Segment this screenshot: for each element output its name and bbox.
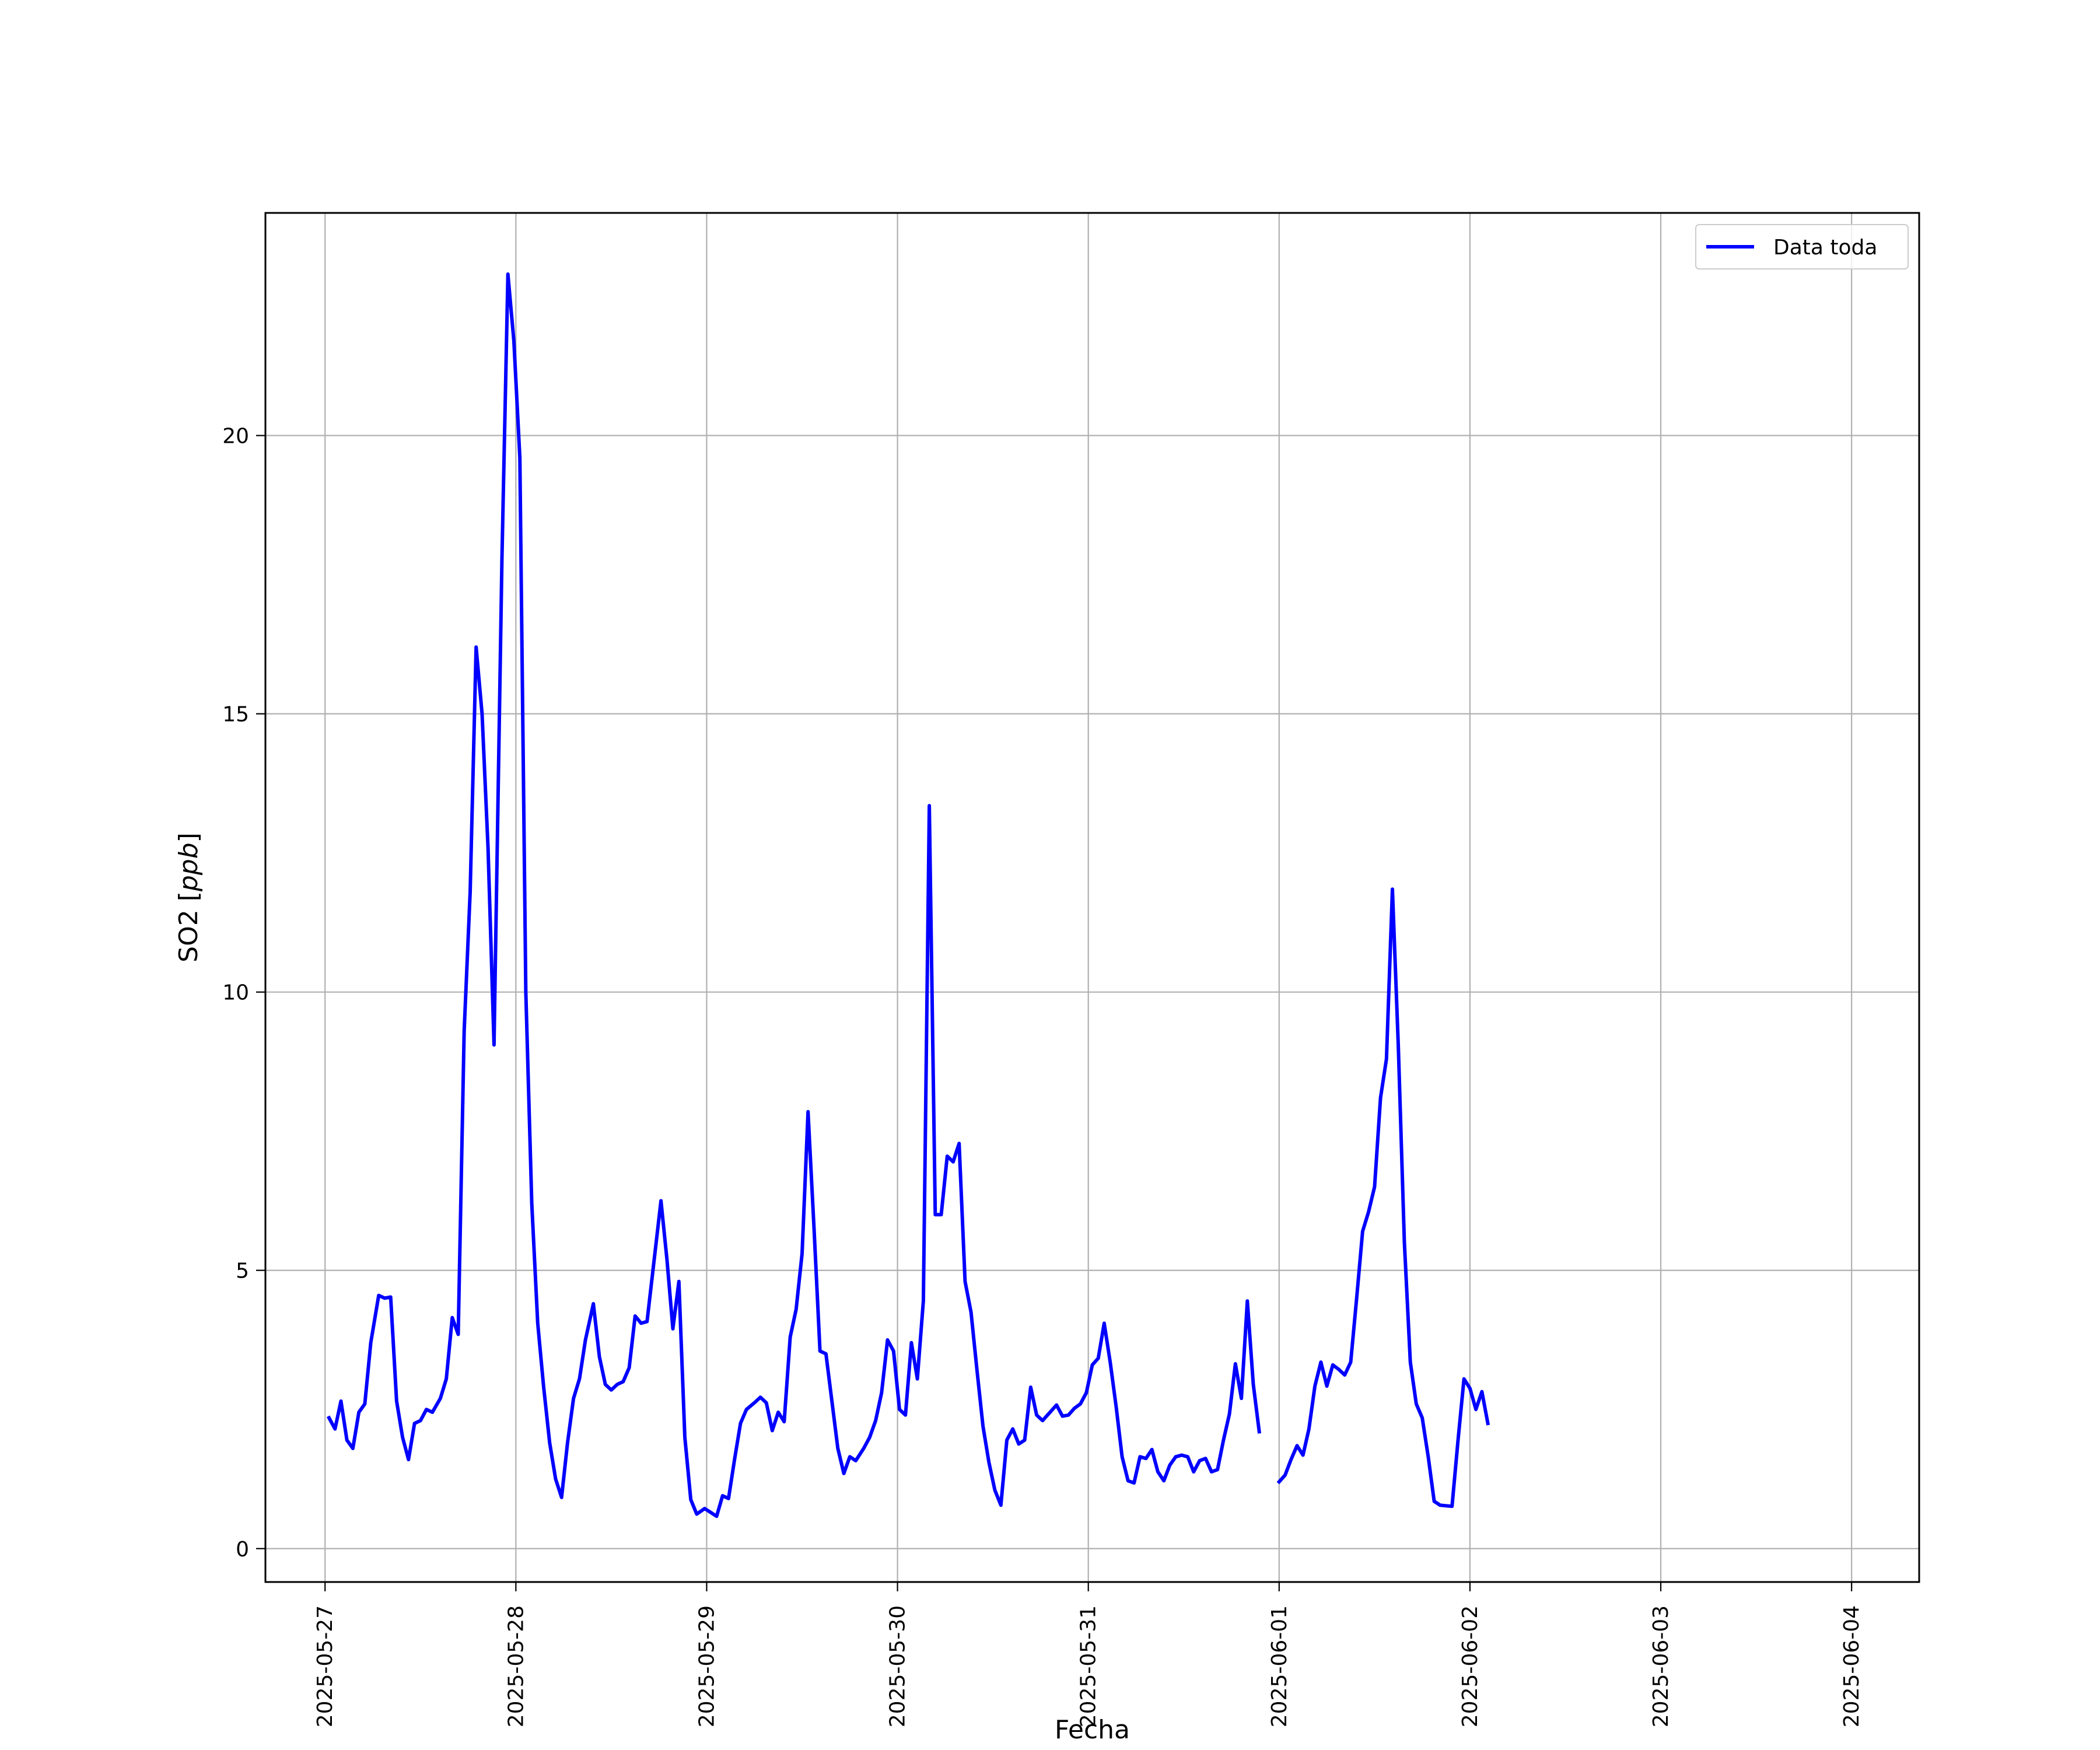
grid-lines [265,213,1919,1582]
y-axis-label: SO2 [ppb] [174,832,204,963]
y-axis-ticks: 0 5 10 15 20 [222,425,265,1562]
series-line-data-toda [326,272,1262,1518]
x-tick-label: 2025-05-27 [313,1605,337,1727]
plot-area-frame [264,212,1920,1583]
y-tick-label: 0 [236,1538,249,1562]
y-tick-label: 20 [222,425,249,449]
legend: Data toda [1695,224,1909,270]
y-axis-label-unit: ppb [174,842,204,892]
x-tick-label: 2025-05-30 [886,1605,910,1727]
legend-label-data-toda: Data toda [1773,236,1877,260]
y-tick-label: 10 [222,981,249,1005]
y-axis-label-end: ] [174,832,204,842]
x-axis-ticks: 2025-05-27 2025-05-28 2025-05-29 2025-05-30… [313,1582,1864,1727]
series-line-data-toda [1276,887,1490,1508]
y-tick-label: 5 [236,1259,249,1283]
x-tick-label: 2025-05-31 [1077,1605,1101,1727]
x-tick-label: 2025-05-28 [504,1605,528,1727]
series-layer [326,272,1490,1518]
x-tick-label: 2025-06-02 [1458,1605,1482,1727]
x-tick-label: 2025-06-01 [1268,1605,1292,1727]
legend-box [1695,224,1909,270]
x-tick-label: 2025-06-03 [1649,1605,1673,1727]
y-tick-label: 15 [222,703,249,727]
y-axis-label-main: SO2 [ [174,891,204,963]
x-tick-label: 2025-05-29 [695,1605,719,1727]
x-axis-label: Fecha [1055,1715,1130,1745]
x-tick-label: 2025-06-04 [1840,1605,1864,1727]
